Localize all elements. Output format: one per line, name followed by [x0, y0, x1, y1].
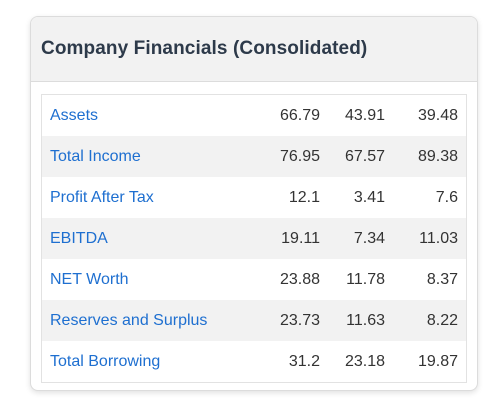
- table-cell: 11.78: [346, 270, 385, 288]
- row-label-total-borrowing[interactable]: Total Borrowing: [50, 352, 161, 370]
- financials-table: Assets 66.79 43.91 39.48 Total Income 76…: [42, 95, 466, 382]
- table-cell: 11.03: [419, 229, 458, 247]
- row-label-ebitda[interactable]: EBITDA: [50, 229, 108, 247]
- financials-row-total-borrowing: Total Borrowing 31.2 23.18 19.87: [42, 341, 466, 382]
- table-cell: 7.34: [353, 229, 385, 247]
- table-cell: 8.37: [426, 270, 458, 288]
- financials-row-reserves-and-surplus: Reserves and Surplus 23.73 11.63 8.22: [42, 300, 466, 341]
- table-cell: 66.79: [279, 106, 320, 124]
- row-label-total-income[interactable]: Total Income: [50, 147, 141, 165]
- table-cell: 23.18: [344, 352, 385, 370]
- financials-row-profit-after-tax: Profit After Tax 12.1 3.41 7.6: [42, 177, 466, 218]
- table-cell: 31.2: [288, 352, 320, 370]
- table-cell: 23.88: [279, 270, 320, 288]
- table-cell: 3.41: [353, 188, 385, 206]
- table-cell: 19.11: [281, 229, 320, 247]
- table-cell: 23.73: [279, 311, 320, 329]
- financials-row-net-worth: NET Worth 23.88 11.78 8.37: [42, 259, 466, 300]
- card-title: Company Financials (Consolidated): [41, 38, 368, 59]
- row-label-reserves-and-surplus[interactable]: Reserves and Surplus: [50, 311, 208, 329]
- card-header: Company Financials (Consolidated): [31, 17, 477, 82]
- row-label-net-worth[interactable]: NET Worth: [50, 270, 129, 288]
- company-financials-card: Company Financials (Consolidated) Assets…: [30, 16, 478, 391]
- financials-row-ebitda: EBITDA 19.11 7.34 11.03: [42, 218, 466, 259]
- financials-row-assets: Assets 66.79 43.91 39.48: [42, 95, 466, 136]
- table-cell: 76.95: [279, 147, 320, 165]
- table-cell: 19.87: [417, 352, 458, 370]
- table-cell: 7.6: [435, 188, 458, 206]
- financials-row-total-income: Total Income 76.95 67.57 89.38: [42, 136, 466, 177]
- financials-table-container: Assets 66.79 43.91 39.48 Total Income 76…: [41, 94, 467, 383]
- row-label-assets[interactable]: Assets: [50, 106, 99, 124]
- table-cell: 11.63: [346, 311, 385, 329]
- table-cell: 8.22: [426, 311, 458, 329]
- table-cell: 12.1: [288, 188, 320, 206]
- table-cell: 43.91: [344, 106, 385, 124]
- table-cell: 67.57: [344, 147, 385, 165]
- table-cell: 39.48: [417, 106, 458, 124]
- row-label-profit-after-tax[interactable]: Profit After Tax: [50, 188, 154, 206]
- table-cell: 89.38: [417, 147, 458, 165]
